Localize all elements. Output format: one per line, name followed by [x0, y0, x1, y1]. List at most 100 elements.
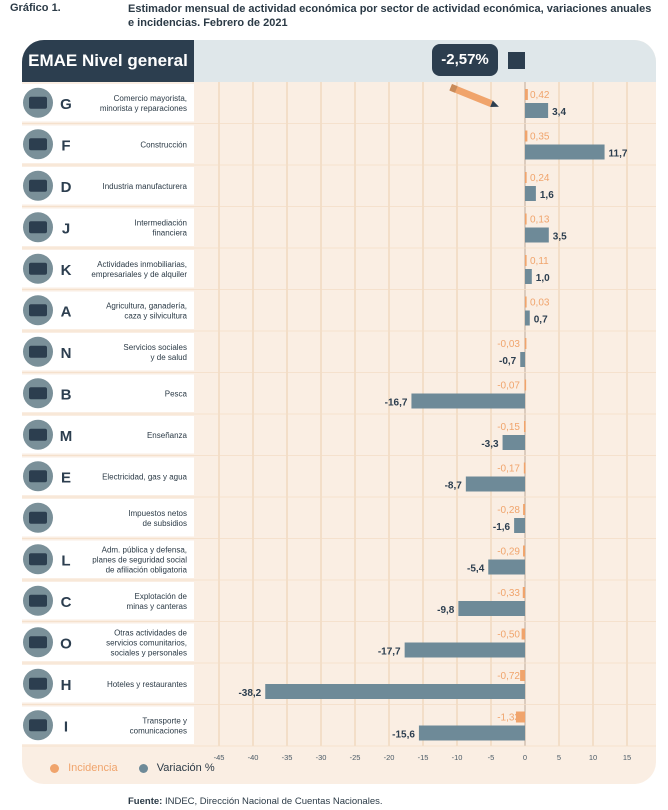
incidencia-bar: [524, 338, 527, 349]
source-label: Fuente:: [128, 796, 163, 807]
x-tick-label: -30: [316, 753, 327, 762]
incidencia-bar: [523, 545, 525, 557]
sector-row: M Enseñanza -0,15 -3,3: [22, 416, 656, 456]
incidencia-bar: [525, 172, 527, 183]
sector-name: y de salud: [151, 353, 187, 362]
sector-name: Industria manufacturera: [103, 182, 188, 191]
variacion-bar: [525, 227, 549, 243]
sector-name: Otras actividades de: [114, 628, 187, 637]
sector-name: minas y canteras: [127, 602, 187, 611]
incidencia-label: -0,03: [497, 339, 520, 350]
general-value-badge: -2,57%: [432, 44, 498, 76]
sector-code: L: [61, 552, 70, 569]
incidencia-bar: [521, 628, 525, 640]
variacion-bar: [514, 518, 525, 533]
variacion-bar: [458, 601, 525, 616]
sector-icon-shape: [29, 677, 47, 690]
incidencia-label: -1,33: [497, 713, 520, 724]
variacion-label: 3,5: [553, 232, 567, 243]
x-tick-label: -20: [384, 753, 395, 762]
variacion-label: -0,7: [499, 356, 517, 367]
sector-code: J: [62, 220, 70, 237]
sector-icon-shape: [29, 179, 47, 192]
incidencia-bar: [524, 379, 527, 391]
general-bar-marker: [508, 52, 525, 69]
incidencia-bar: [523, 462, 526, 474]
x-tick-label: -5: [488, 753, 495, 762]
sector-code: M: [60, 428, 73, 445]
sector-name: minorista y reparaciones: [100, 104, 187, 113]
sector-row: F Construcción 0,35 11,7: [22, 125, 656, 166]
sector-row: E Electricidad, gas y agua -0,17 -8,7: [22, 457, 656, 498]
incidencia-bar: [525, 296, 527, 308]
x-tick-label: 0: [523, 753, 527, 762]
general-label: EMAE Nivel general: [22, 40, 194, 82]
incidencia-label: 0,03: [530, 298, 550, 309]
sector-name: Transporte y: [142, 716, 187, 725]
incidencia-swatch: [50, 763, 59, 773]
sector-icon-shape: [29, 553, 47, 566]
variacion-bar: [525, 310, 530, 326]
variacion-label: -38,2: [238, 688, 261, 699]
variacion-bar: [404, 642, 525, 658]
variacion-label: 3,4: [552, 107, 566, 118]
sector-name: planes de seguridad social: [92, 555, 187, 564]
sector-icon-shape: [29, 304, 47, 317]
variacion-bar: [265, 684, 525, 699]
x-axis-ticks: -45 -40 -35 -30 -25 -20 -15 -10 -5 0 5 10 15: [214, 753, 632, 762]
incidencia-label: -0,50: [497, 630, 520, 641]
figure-title: Estimador mensual de actividad económica…: [128, 3, 652, 29]
sector-code: E: [61, 469, 71, 486]
sector-name: de subsidios: [143, 519, 187, 528]
incidencia-label: -0,17: [497, 464, 520, 475]
variacion-label: -3,3: [481, 439, 499, 450]
sector-code: D: [61, 179, 72, 196]
incidencia-label: 0,11: [530, 256, 549, 267]
variacion-bar: [525, 103, 549, 118]
incidencia-bar: [525, 130, 528, 142]
legend-variacion: Variación %: [138, 762, 215, 774]
variacion-swatch: [138, 763, 148, 773]
variacion-label: -17,7: [378, 647, 401, 658]
sector-name: Servicios sociales: [123, 343, 187, 352]
incidencia-bar: [525, 89, 528, 100]
incidencia-label: -0,33: [497, 588, 520, 599]
x-tick-label: -15: [418, 753, 429, 762]
sector-code: O: [60, 635, 72, 652]
sector-name: empresariales y de alquiler: [91, 270, 187, 279]
incidencia-label: -0,29: [497, 547, 520, 558]
sector-name: comunicaciones: [130, 726, 187, 735]
x-tick-label: 15: [623, 753, 631, 762]
variacion-label: 1,0: [536, 273, 550, 284]
sector-name: sociales y personales: [111, 648, 187, 657]
variacion-label: -15,6: [392, 730, 415, 741]
sector-icon-shape: [29, 511, 47, 524]
legend-incidencia: Incidencia: [50, 762, 118, 774]
sector-icon-shape: [29, 221, 47, 234]
x-tick-label: -35: [282, 753, 293, 762]
incidencia-bar: [515, 711, 525, 723]
variacion-label: -8,7: [445, 481, 463, 492]
sector-icon-shape: [29, 428, 47, 441]
chart-legend: Incidencia Variación %: [50, 762, 233, 774]
sector-row: A Agricultura, ganadería,caza y silvicult…: [22, 291, 656, 332]
variacion-bar: [502, 435, 525, 450]
incidencia-bar: [520, 670, 525, 681]
x-tick-label: -10: [452, 753, 463, 762]
figure-label: Gráfico 1.: [10, 2, 61, 14]
sector-name: Adm. pública y defensa,: [102, 545, 187, 554]
variacion-bar: [525, 144, 605, 160]
sector-icon-shape: [29, 636, 47, 649]
variacion-label: 1,6: [540, 190, 554, 201]
x-tick-label: -45: [214, 753, 225, 762]
sector-name: Intermediación: [135, 218, 187, 227]
incidencia-label: -0,28: [497, 505, 520, 516]
x-tick-label: 5: [557, 753, 561, 762]
pencil-icon: [449, 84, 499, 107]
incidencia-bar: [523, 421, 526, 432]
legend-incidencia-label: Incidencia: [68, 762, 118, 775]
sector-icon-shape: [29, 387, 47, 400]
